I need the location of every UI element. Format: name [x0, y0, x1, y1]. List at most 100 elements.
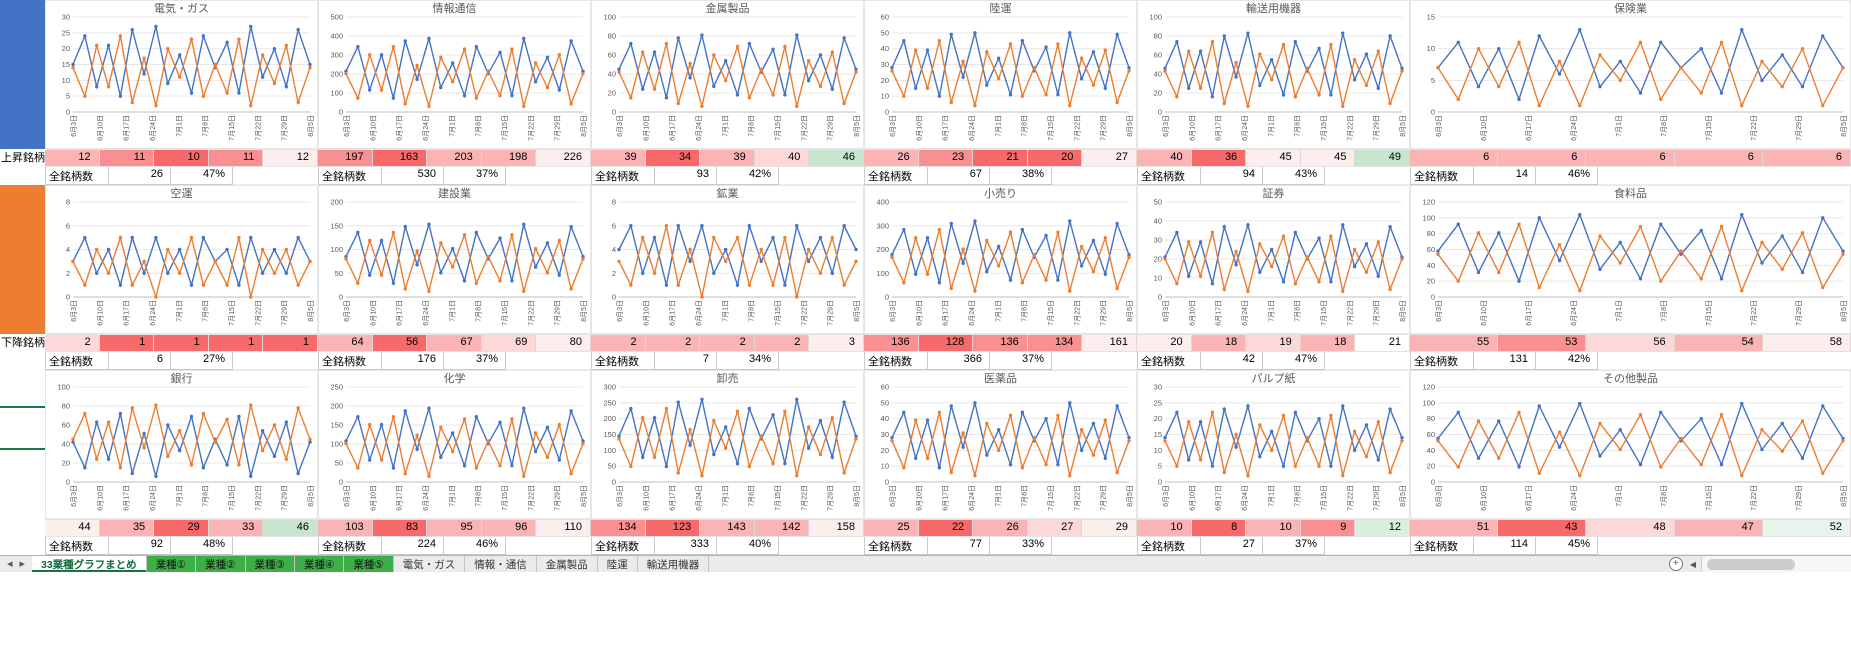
total-count-label[interactable]: 全銘柄数 [45, 352, 109, 370]
weekly-count-cell[interactable]: 158 [809, 520, 864, 536]
weekly-count-cell[interactable]: 29 [154, 520, 209, 536]
total-count-label[interactable]: 全銘柄数 [864, 167, 928, 185]
weekly-count-cell[interactable]: 1 [208, 335, 264, 351]
weekly-count-cell[interactable]: 2 [645, 335, 701, 351]
sector-chart[interactable]: 小売り 400 300 200 100 0 6月3日 6月10日 6月17日 6月24日 7月1日 7… [864, 185, 1137, 334]
weekly-count-cell[interactable]: 40 [754, 150, 810, 166]
total-percent-cell[interactable]: 34% [717, 352, 779, 370]
weekly-count-cell[interactable]: 12 [1355, 520, 1410, 536]
total-percent-cell[interactable]: 45% [1536, 537, 1598, 555]
weekly-count-cell[interactable]: 18 [1191, 335, 1247, 351]
total-count-cell[interactable]: 366 [928, 352, 990, 370]
total-percent-cell[interactable]: 47% [1263, 352, 1325, 370]
weekly-count-cell[interactable]: 56 [1586, 335, 1675, 351]
weekly-count-cell[interactable]: 3 [809, 335, 864, 351]
weekly-count-cell[interactable]: 39 [700, 150, 755, 166]
weekly-count-cell[interactable]: 1 [99, 335, 155, 351]
total-count-cell[interactable]: 131 [1474, 352, 1536, 370]
total-percent-cell[interactable]: 40% [717, 537, 779, 555]
weekly-count-cell[interactable]: 58 [1762, 335, 1851, 351]
weekly-count-cell[interactable]: 64 [318, 335, 373, 351]
sector-chart[interactable]: 情報通信 500 400 300 200 100 0 6月3日 6月10日 6月17日 6月24日 7… [318, 0, 591, 149]
total-percent-cell[interactable]: 42% [717, 167, 779, 185]
weekly-count-cell[interactable]: 128 [918, 335, 974, 351]
total-count-cell[interactable]: 92 [109, 537, 171, 555]
total-count-cell[interactable]: 27 [1201, 537, 1263, 555]
weekly-count-cell[interactable]: 35 [99, 520, 155, 536]
weekly-count-cell[interactable]: 34 [645, 150, 701, 166]
weekly-count-cell[interactable]: 134 [1027, 335, 1083, 351]
weekly-count-cell[interactable]: 8 [1191, 520, 1247, 536]
weekly-count-cell[interactable]: 40 [1137, 150, 1192, 166]
weekly-count-cell[interactable]: 1 [263, 335, 318, 351]
weekly-count-cell[interactable]: 6 [1498, 150, 1587, 166]
weekly-count-cell[interactable]: 27 [1027, 520, 1083, 536]
weekly-count-cell[interactable]: 10 [154, 150, 209, 166]
total-percent-cell[interactable]: 37% [444, 352, 506, 370]
weekly-count-cell[interactable]: 143 [700, 520, 755, 536]
sheet-tab[interactable]: 情報・通信 [465, 556, 537, 572]
total-count-cell[interactable]: 93 [655, 167, 717, 185]
total-count-label[interactable]: 全銘柄数 [1410, 352, 1474, 370]
sheet-tab[interactable]: 業種③ [245, 556, 295, 572]
total-count-label[interactable]: 全銘柄数 [1410, 167, 1474, 185]
total-count-cell[interactable]: 224 [382, 537, 444, 555]
weekly-count-cell[interactable]: 80 [536, 335, 591, 351]
total-count-cell[interactable]: 42 [1201, 352, 1263, 370]
sector-chart[interactable]: 医薬品 60 50 40 30 20 10 0 6月3日 6月10日 6月17日 6月24日 7月1日 7… [864, 370, 1137, 519]
weekly-count-cell[interactable]: 18 [1300, 335, 1356, 351]
weekly-count-cell[interactable]: 6 [1410, 150, 1499, 166]
weekly-count-cell[interactable]: 36 [1191, 150, 1247, 166]
total-percent-cell[interactable]: 27% [171, 352, 233, 370]
weekly-count-cell[interactable]: 19 [1246, 335, 1301, 351]
sector-chart[interactable]: 証券 50 40 30 20 10 0 6月3日 6月10日 6月17日 6月24日 7月1日 7月8日… [1137, 185, 1410, 334]
weekly-count-cell[interactable]: 226 [536, 150, 591, 166]
weekly-count-cell[interactable]: 69 [481, 335, 537, 351]
total-count-cell[interactable]: 6 [109, 352, 171, 370]
total-percent-cell[interactable]: 37% [1263, 537, 1325, 555]
weekly-count-cell[interactable]: 2 [591, 335, 646, 351]
sector-chart[interactable]: 輸送用機器 100 80 60 40 20 0 6月3日 6月10日 6月17日 6月24日 7月1日… [1137, 0, 1410, 149]
weekly-count-cell[interactable]: 103 [318, 520, 373, 536]
weekly-count-cell[interactable]: 45 [1300, 150, 1356, 166]
sheet-tab[interactable]: 陸運 [598, 556, 638, 572]
total-percent-cell[interactable]: 42% [1536, 352, 1598, 370]
total-count-cell[interactable]: 176 [382, 352, 444, 370]
sector-chart[interactable]: 鉱業 8 6 4 2 0 6月3日 6月10日 6月17日 6月24日 7月1日 7月8日 7月15日 7… [591, 185, 864, 334]
weekly-count-cell[interactable]: 45 [1246, 150, 1301, 166]
sector-chart[interactable]: その他製品 120 100 80 60 40 20 0 6月3日 6月10日 6月17日 6月24日 7… [1410, 370, 1851, 519]
sector-chart[interactable]: パルプ紙 30 25 20 15 10 5 0 6月3日 6月10日 6月17日 6月24日 7月1日 7… [1137, 370, 1410, 519]
tab-scroll-right-icon[interactable]: ▶ [19, 561, 25, 568]
weekly-count-cell[interactable]: 56 [372, 335, 428, 351]
weekly-count-cell[interactable]: 22 [918, 520, 974, 536]
total-count-cell[interactable]: 7 [655, 352, 717, 370]
weekly-count-cell[interactable]: 83 [372, 520, 428, 536]
weekly-count-cell[interactable]: 26 [973, 520, 1028, 536]
weekly-count-cell[interactable]: 46 [263, 520, 318, 536]
weekly-count-cell[interactable]: 12 [45, 150, 100, 166]
weekly-count-cell[interactable]: 54 [1674, 335, 1763, 351]
weekly-count-cell[interactable]: 9 [1300, 520, 1356, 536]
total-count-label[interactable]: 全銘柄数 [591, 352, 655, 370]
sheet-tab[interactable]: 業種④ [294, 556, 345, 572]
total-percent-cell[interactable]: 43% [1263, 167, 1325, 185]
sector-chart[interactable]: 食料品 120 100 80 60 40 20 0 6月3日 6月10日 6月17日 6月24日 7月1… [1410, 185, 1851, 334]
weekly-count-cell[interactable]: 52 [1762, 520, 1851, 536]
weekly-count-cell[interactable]: 46 [809, 150, 864, 166]
sheet-tab[interactable]: 業種⑤ [344, 556, 394, 572]
total-count-cell[interactable]: 26 [109, 167, 171, 185]
weekly-count-cell[interactable]: 33 [208, 520, 264, 536]
weekly-count-cell[interactable]: 12 [263, 150, 318, 166]
weekly-count-cell[interactable]: 142 [754, 520, 810, 536]
weekly-count-cell[interactable]: 198 [481, 150, 537, 166]
sheet-tab[interactable]: 輸送用機器 [638, 556, 710, 572]
weekly-count-cell[interactable]: 96 [481, 520, 537, 536]
weekly-count-cell[interactable]: 20 [1027, 150, 1083, 166]
weekly-count-cell[interactable]: 10 [1246, 520, 1301, 536]
weekly-count-cell[interactable]: 163 [372, 150, 428, 166]
weekly-count-cell[interactable]: 2 [700, 335, 755, 351]
total-percent-cell[interactable]: 46% [1536, 167, 1598, 185]
weekly-count-cell[interactable]: 136 [973, 335, 1028, 351]
total-count-label[interactable]: 全銘柄数 [1137, 352, 1201, 370]
total-count-label[interactable]: 全銘柄数 [1410, 537, 1474, 555]
